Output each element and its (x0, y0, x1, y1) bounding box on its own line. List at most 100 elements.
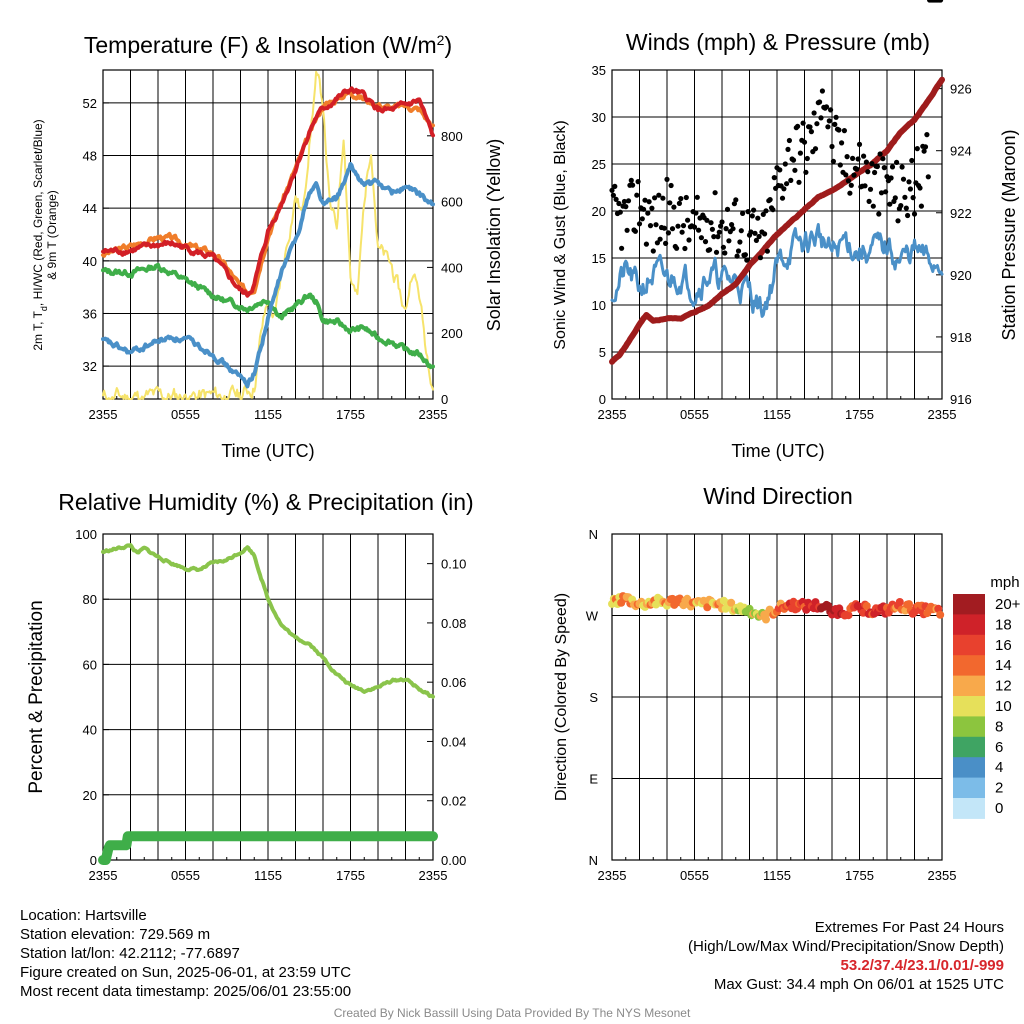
gust-point (771, 175, 777, 181)
rh-chart-title: Relative Humidity (%) & Precipitation (i… (58, 489, 473, 515)
rh-xtick-label: 0555 (171, 868, 200, 883)
temp-ytick-label: 32 (83, 359, 97, 374)
legend-label: 2 (995, 780, 1003, 797)
gust-point (841, 128, 848, 134)
gust-point (665, 230, 672, 236)
legend-swatch (953, 655, 985, 677)
gust-point (889, 164, 896, 170)
legend-label: 14 (995, 657, 1012, 674)
gust-point (642, 197, 648, 203)
gust-point (752, 230, 758, 236)
direction-point (895, 598, 904, 606)
dir-xtick-label: 2355 (598, 868, 627, 883)
wind-ylabel: Sonic Wind & Gust (Blue, Black) (552, 120, 569, 349)
gust-point (654, 240, 661, 246)
gust-point (729, 222, 735, 228)
station-elevation: Station elevation: 729.569 m (20, 926, 211, 943)
gust-point (795, 123, 801, 129)
legend-swatch (953, 736, 985, 758)
gust-point (619, 245, 625, 251)
gust-point (621, 198, 628, 205)
extremes-values: 53.2/37.4/23.1/0.01/-999 (840, 957, 1004, 974)
direction-point (844, 611, 853, 620)
station-latlon: Station lat/lon: 42.2112; -77.6897 (20, 945, 240, 962)
gust-point (693, 210, 699, 216)
gust-point (861, 153, 867, 159)
gust-point (668, 182, 674, 189)
gust-point (832, 121, 838, 127)
dir-xtick-label: 1155 (763, 868, 791, 883)
gust-point (713, 249, 720, 255)
legend-swatch (953, 777, 985, 799)
direction-point (762, 615, 770, 624)
rh-line (101, 543, 435, 699)
temp-series-green (101, 262, 435, 370)
legend-swatch (953, 696, 985, 717)
temp-xtick-label: 2355 (89, 407, 118, 422)
gust-point (804, 155, 810, 162)
gust-point (709, 226, 716, 232)
temp-y2tick-label: 800 (441, 129, 463, 144)
gust-point (757, 255, 764, 261)
pressure-line (609, 76, 945, 365)
gust-point (682, 245, 688, 252)
gust-point (647, 223, 654, 229)
gust-point (888, 175, 894, 181)
dir-xtick-label: 1755 (845, 868, 874, 883)
temp-chart-title: Temperature (F) & Insolation (W/m2) (84, 32, 452, 58)
gust-point (625, 198, 632, 204)
rh-ytick-label: 100 (75, 527, 97, 542)
wind-xtick-label: 1755 (845, 407, 874, 422)
gust-point (698, 235, 705, 241)
gust-point (881, 165, 887, 171)
gust-point (781, 186, 787, 192)
gust-point (737, 239, 743, 245)
legend-label: 6 (995, 739, 1003, 756)
gust-point (657, 236, 663, 242)
gust-point (756, 233, 762, 240)
dir-ytick-label: E (589, 772, 598, 787)
gust-point (663, 240, 669, 246)
extremes-info: Extremes For Past 24 Hours (High/Low/Max… (688, 918, 1004, 994)
rh-y2tick-label: 0.10 (441, 557, 466, 572)
legend-label: 12 (995, 678, 1012, 695)
legend-swatch (953, 757, 985, 779)
gust-point (632, 228, 639, 234)
wind-y2tick-label: 926 (950, 82, 972, 97)
rh-ytick-label: 80 (83, 592, 97, 607)
wind-ytick-label: 10 (592, 298, 606, 313)
gust-point (735, 248, 742, 254)
gust-point (917, 185, 923, 191)
gust-point (848, 182, 854, 188)
gust-point (790, 157, 797, 163)
temp-ytick-label: 52 (83, 96, 97, 111)
gust-point (613, 196, 619, 202)
dir-ytick-label: N (589, 853, 598, 868)
gust-point (811, 110, 817, 116)
wind-xlabel: Time (UTC) (731, 441, 824, 461)
gust-point (777, 167, 783, 173)
gust-point (718, 223, 724, 229)
gust-point (823, 104, 830, 110)
gust-point (749, 213, 755, 219)
gust-point (702, 239, 709, 245)
gust-point (712, 190, 718, 196)
gust-point (918, 203, 925, 209)
gust-point (894, 159, 900, 165)
gust-point (817, 99, 823, 105)
gust-point (635, 179, 641, 185)
gust-point (623, 204, 629, 210)
gust-point (854, 166, 860, 172)
extremes-title: Extremes For Past 24 Hours (814, 919, 1004, 936)
gust-point (869, 161, 875, 167)
gust-point (803, 169, 809, 175)
gust-point (903, 205, 909, 211)
gust-point (814, 121, 820, 127)
legend-label: 0 (995, 800, 1003, 817)
gust-point (707, 247, 713, 253)
dir-ytick-label: N (589, 527, 598, 542)
gust-point (837, 162, 843, 168)
gust-point (624, 227, 630, 233)
legend-swatch (953, 634, 985, 656)
temp-series-red (101, 86, 435, 298)
